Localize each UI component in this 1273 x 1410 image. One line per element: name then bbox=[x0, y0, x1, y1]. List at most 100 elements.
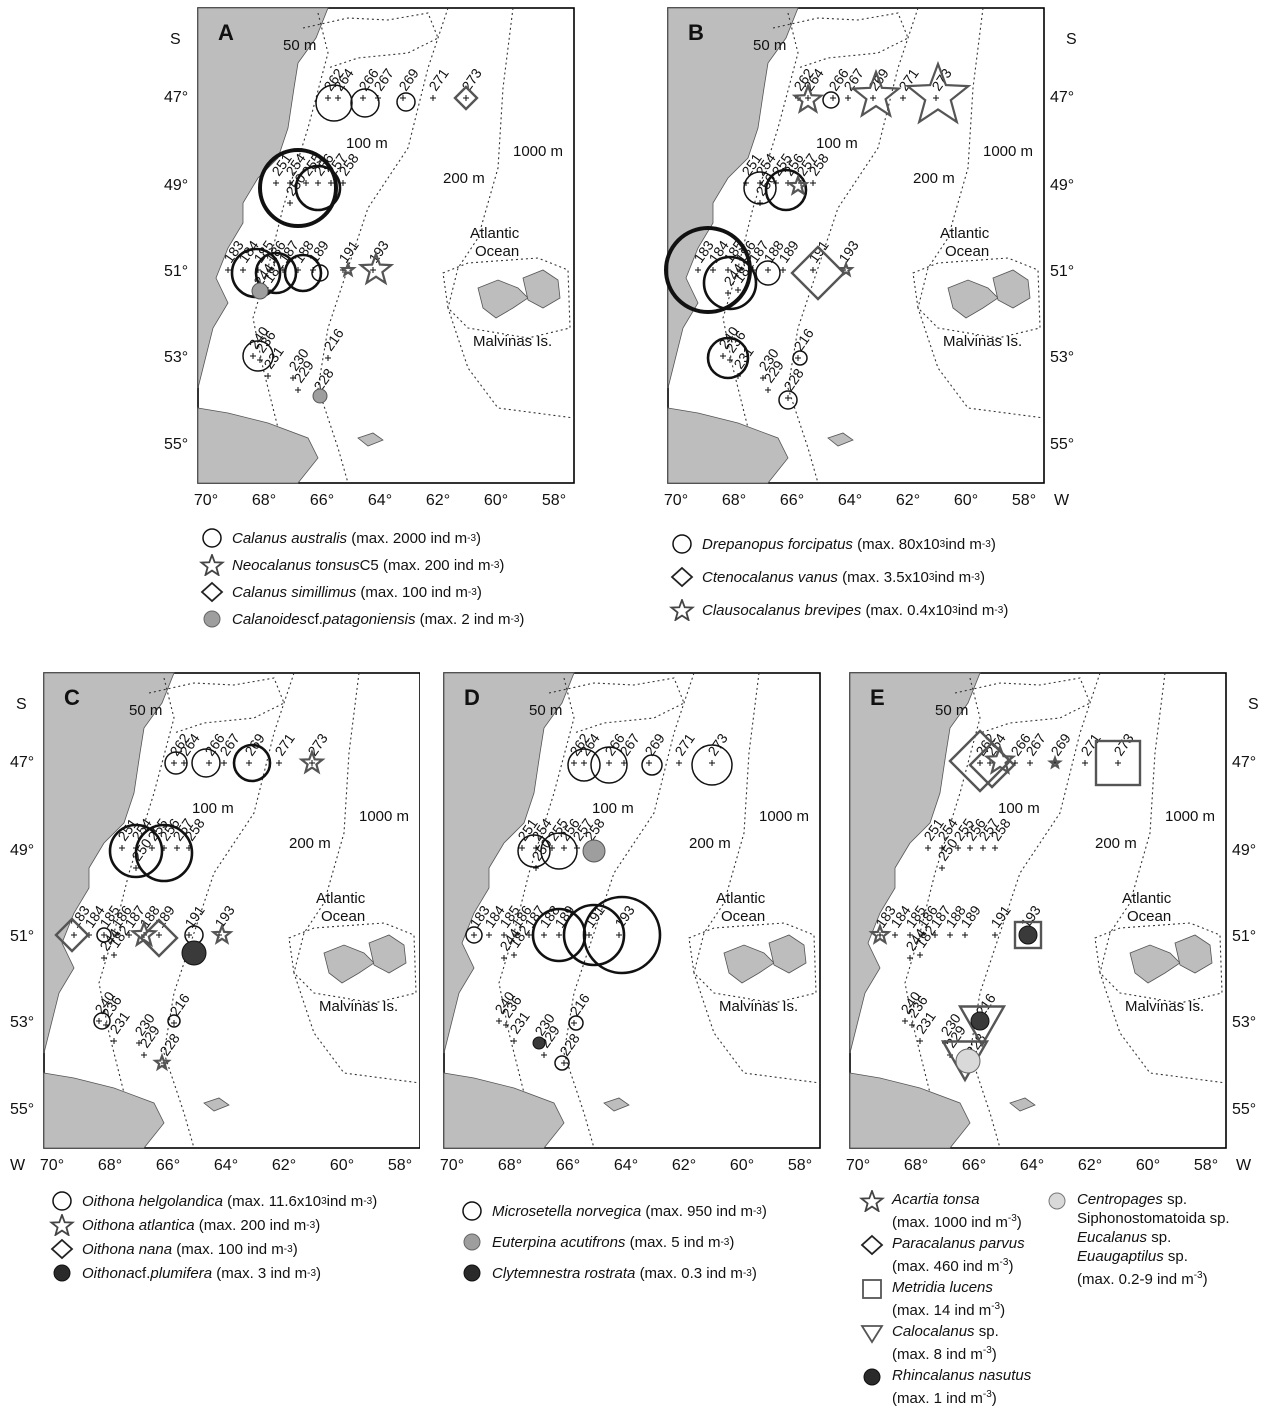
max-close: ) bbox=[979, 568, 985, 586]
legend-c: Oithona helgolandica (max. 11.6x10 3 ind … bbox=[48, 1190, 377, 1286]
max-close: ) bbox=[519, 610, 525, 628]
lat-tick-label: 47° bbox=[1050, 89, 1074, 106]
calanus-australis-mark bbox=[315, 84, 353, 122]
lat-tick-label: 55° bbox=[164, 436, 188, 453]
circle-icon bbox=[202, 528, 222, 548]
max-close: ) bbox=[1202, 1271, 1208, 1288]
microsetella-mark bbox=[465, 926, 483, 944]
lat-tick-label: 51° bbox=[1050, 263, 1074, 280]
legend-entry: Clytemnestra rostrata (max. 0.3 ind m -3) bbox=[458, 1262, 767, 1284]
isobath-label-100m: 100 m bbox=[816, 135, 858, 152]
ocean-label-1: Atlantic bbox=[716, 890, 766, 907]
lon-tick-label: 58° bbox=[1012, 492, 1036, 509]
oithona-atlantica-mark bbox=[210, 922, 234, 945]
lon-tick-label: 62° bbox=[426, 492, 450, 509]
isobath-label-1000m: 1000 m bbox=[983, 143, 1033, 160]
legend-entry: Euterpina acutifrons (max. 5 ind m -3) bbox=[458, 1231, 767, 1253]
species-name: Rhincalanus nasutus bbox=[892, 1367, 1032, 1384]
isobath-200m bbox=[317, 7, 449, 484]
land-patagonia bbox=[443, 672, 575, 1054]
lon-tick-label: 62° bbox=[1078, 1157, 1102, 1174]
legend-entry: Calanus simillimus (max. 100 ind m -3) bbox=[198, 581, 524, 603]
land-tierra-del-fuego bbox=[197, 407, 319, 484]
isobath-label-1000m: 1000 m bbox=[513, 143, 563, 160]
diamond-icon bbox=[50, 1238, 74, 1260]
drepanopus-mark bbox=[702, 255, 758, 311]
lon-tick-label: 66° bbox=[556, 1157, 580, 1174]
isobath-malvinas bbox=[912, 257, 1041, 339]
max-value: (max. 8 ind m bbox=[892, 1346, 983, 1363]
calanus-australis-mark bbox=[258, 148, 338, 228]
legend-entry: Centropages sp. Siphonostomatoida sp. Euca… bbox=[1043, 1190, 1263, 1289]
metridia-mark bbox=[1013, 920, 1043, 950]
calanus-australis-mark bbox=[242, 340, 274, 372]
panel-label: C bbox=[64, 685, 80, 710]
neocalanus-tonsus-mark bbox=[339, 260, 357, 278]
max-unit: ind m bbox=[326, 1192, 364, 1210]
clausocalanus-mark bbox=[837, 260, 855, 278]
drepanopus-mark bbox=[706, 336, 750, 380]
calanus-australis-mark bbox=[294, 164, 342, 212]
calanus-australis-mark bbox=[254, 251, 298, 295]
ocean-label-1: Atlantic bbox=[470, 225, 520, 242]
microsetella-mark bbox=[554, 1055, 570, 1071]
acartia-mark bbox=[983, 743, 1017, 775]
star-icon bbox=[49, 1214, 75, 1236]
lat-tick-label: 55° bbox=[1232, 1101, 1256, 1118]
lon-tick-label: 68° bbox=[98, 1157, 122, 1174]
ocean-label-2: Ocean bbox=[945, 243, 989, 260]
max-close: ) bbox=[991, 1346, 997, 1363]
max-close: ) bbox=[476, 583, 482, 601]
max-close: ) bbox=[761, 1202, 767, 1220]
centropages-mark bbox=[955, 1048, 981, 1074]
species-name: Neocalanus tonsus bbox=[232, 556, 360, 574]
isobath-50m bbox=[302, 12, 439, 69]
species-name: Paracalanus parvus bbox=[892, 1235, 1025, 1252]
panel-label: B bbox=[688, 20, 704, 45]
max-value: (max. 0.4x10 bbox=[865, 601, 953, 619]
lat-tick-label: 51° bbox=[164, 263, 188, 280]
microsetella-mark bbox=[517, 834, 551, 868]
metridia-mark bbox=[1094, 739, 1142, 787]
diamond-icon bbox=[670, 566, 694, 588]
isobath-label-200m: 200 m bbox=[913, 170, 955, 187]
diamond-icon bbox=[860, 1234, 884, 1256]
ocean-label-1: Atlantic bbox=[940, 225, 990, 242]
max-exponent: 3 bbox=[939, 538, 946, 550]
max-value: (max. 200 ind m bbox=[382, 556, 491, 574]
ocean-label-2: Ocean bbox=[475, 243, 519, 260]
legend-entry: Ctenocalanus vanus (max. 3.5x10 3 ind m -3… bbox=[668, 566, 1008, 588]
max-close: ) bbox=[729, 1233, 735, 1251]
land-patagonia bbox=[43, 672, 175, 1054]
species-name: Metridia lucens bbox=[892, 1279, 993, 1296]
islands-label: Malvinas Is. bbox=[719, 998, 798, 1015]
calanoides-mark bbox=[312, 388, 328, 404]
species-name: Calanus simillimus bbox=[232, 583, 357, 601]
species-name: Ctenocalanus vanus bbox=[702, 568, 838, 586]
lon-tick-label: 68° bbox=[498, 1157, 522, 1174]
lon-tick-label: 64° bbox=[614, 1157, 638, 1174]
max-value: (max. 80x10 bbox=[857, 535, 940, 553]
species-suffix: cf. bbox=[307, 610, 323, 628]
legend-entry: Rhincalanus nasutus (max. 1 ind m-3) bbox=[858, 1366, 1048, 1408]
legend-entry: Oithona helgolandica (max. 11.6x10 3 ind … bbox=[48, 1190, 377, 1212]
lat-tick-label: 49° bbox=[164, 177, 188, 194]
lat-tick-label: 49° bbox=[10, 842, 34, 859]
max-value: (max. 950 ind m bbox=[645, 1202, 753, 1220]
drepanopus-mark bbox=[792, 350, 808, 366]
max-close: ) bbox=[1016, 1214, 1022, 1231]
lon-tick-label: 70° bbox=[440, 1157, 464, 1174]
max-value: (max. 1 ind m bbox=[892, 1390, 983, 1407]
lon-tick-label: 64° bbox=[214, 1157, 238, 1174]
isobath-200m bbox=[563, 672, 695, 1149]
lat-hemisphere: S bbox=[170, 31, 181, 48]
land-malvinas-east bbox=[992, 269, 1031, 309]
microsetella-mark bbox=[568, 1015, 584, 1031]
lat-tick-label: 49° bbox=[1232, 842, 1256, 859]
calanus-simillimus-mark bbox=[453, 85, 479, 111]
lon-hemisphere: W bbox=[1054, 492, 1070, 509]
lon-hemisphere: W bbox=[1236, 1157, 1252, 1174]
grey-circle-icon bbox=[463, 1233, 481, 1251]
